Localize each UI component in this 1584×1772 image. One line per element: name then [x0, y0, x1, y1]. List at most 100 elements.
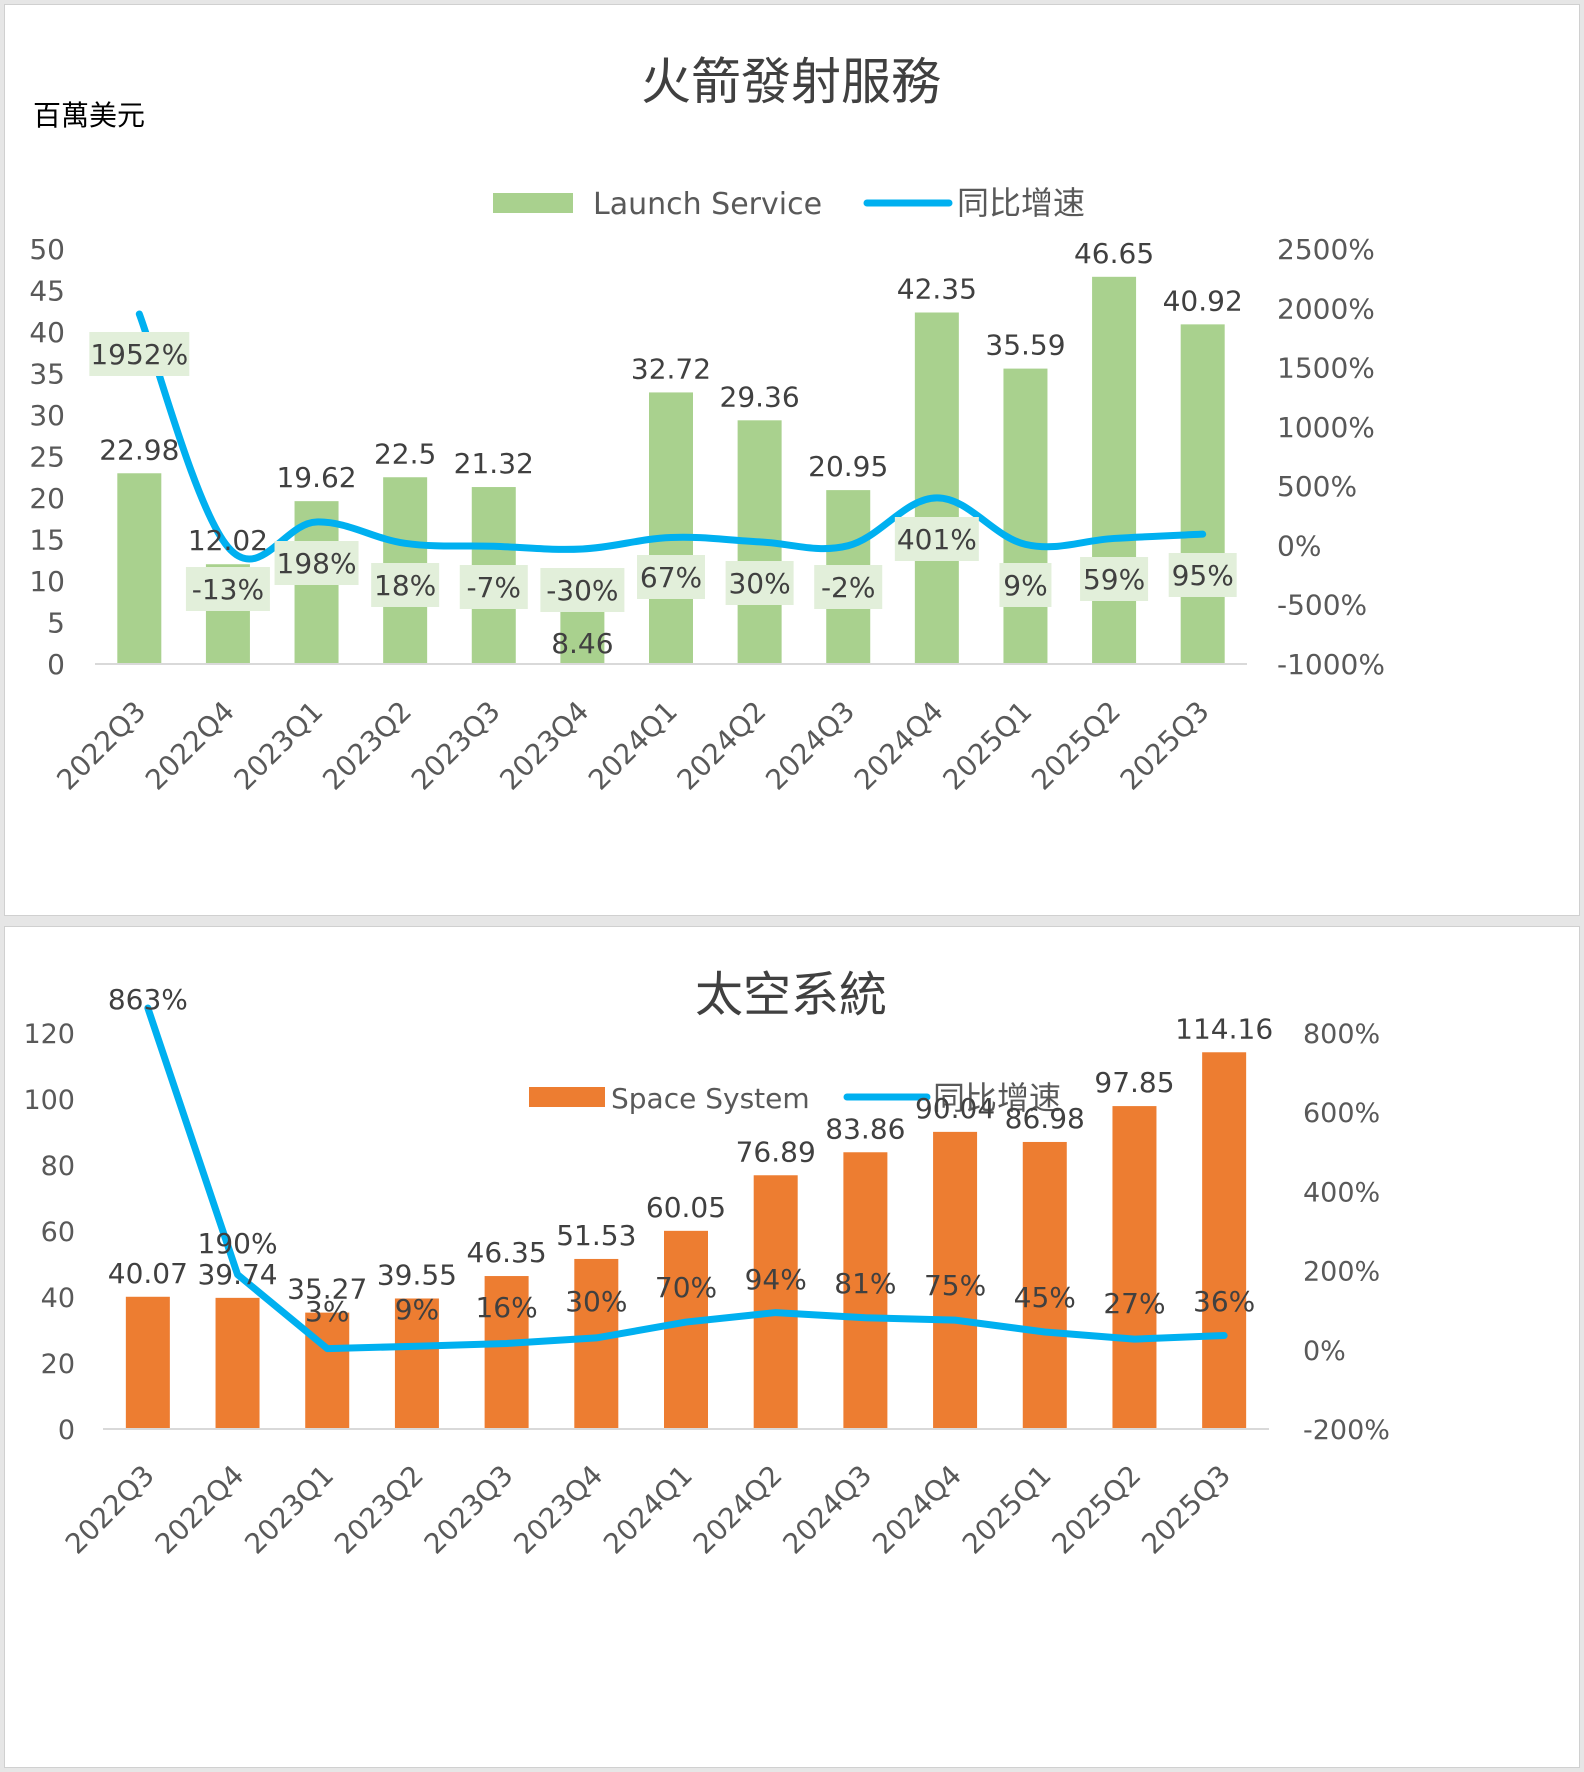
space-system-chart-panel: 太空系統 Space System 同比增速 0 20 40 60 80 100 120 -… [4, 926, 1580, 1768]
growth-label: 30% [728, 567, 790, 600]
y-tick-label: 100 [23, 1085, 75, 1116]
y2-tick-label: -200% [1303, 1415, 1390, 1446]
growth-label: 3% [305, 1295, 349, 1328]
growth-label-bg [814, 565, 883, 609]
bar-value-label: 35.27 [287, 1273, 367, 1306]
y-tick-label: 30 [29, 399, 65, 432]
x-tick-label: 2023Q4 [507, 1459, 609, 1561]
growth-label: 198% [277, 547, 357, 580]
growth-label-bg [185, 567, 270, 611]
x-tick-label: 2024Q4 [866, 1459, 968, 1561]
y-tick-label: 40 [29, 316, 65, 349]
y-tick-label: 0 [58, 1415, 75, 1446]
y-tick-label: 20 [41, 1349, 75, 1380]
bar [484, 1276, 529, 1429]
growth-label: 27% [1103, 1287, 1165, 1320]
y-tick-label: 40 [41, 1283, 75, 1314]
y-tick-label: 5 [47, 607, 65, 640]
growth-label-bg [894, 517, 979, 561]
bar-value-label: 22.5 [374, 437, 436, 470]
bar [305, 1312, 350, 1429]
space-system-chart: 太空系統 Space System 同比增速 0 20 40 60 80 100 120 -… [23, 967, 1390, 1561]
x-tick-label: 2023Q2 [316, 695, 418, 797]
legend-bar-swatch [529, 1087, 605, 1107]
growth-label: 45% [1014, 1281, 1076, 1314]
y-tick-label: 15 [29, 524, 65, 557]
growth-label: -13% [192, 573, 264, 606]
x-tick-label: 2024Q2 [687, 1459, 789, 1561]
bar-value-label: 39.55 [377, 1258, 457, 1291]
x-tick-label: 2025Q3 [1135, 1459, 1237, 1561]
bar-value-label: 76.89 [736, 1135, 816, 1168]
growth-label: 190% [198, 1227, 278, 1260]
bar-value-label: 12.02 [188, 524, 268, 557]
y2-tick-label: 800% [1303, 1019, 1380, 1050]
growth-label: 59% [1083, 563, 1145, 596]
y2-tick-label: 1500% [1277, 352, 1375, 385]
y2-tick-label: -1000% [1277, 648, 1385, 681]
legend-bar-label: Space System [611, 1082, 810, 1115]
y-tick-label: 60 [41, 1217, 75, 1248]
growth-label: 9% [395, 1293, 439, 1326]
bar [843, 1152, 888, 1429]
bar-value-label: 19.62 [276, 461, 356, 494]
x-tick-label: 2022Q4 [149, 1459, 251, 1561]
x-tick-label: 2023Q1 [238, 1459, 340, 1561]
x-tick-label: 2023Q4 [493, 695, 595, 797]
x-tick-label: 2025Q3 [1114, 695, 1216, 797]
legend: Space System 同比增速 [529, 1079, 1061, 1117]
bar-value-label: 46.35 [467, 1236, 547, 1269]
bar [1202, 1052, 1247, 1429]
growth-label: 18% [374, 569, 436, 602]
legend-bar-label: Launch Service [593, 187, 822, 222]
chart-title: 火箭發射服務 [641, 53, 941, 111]
x-tick-label: 2024Q4 [848, 695, 950, 797]
growth-label: 401% [897, 523, 977, 556]
y2-tick-label: 600% [1303, 1098, 1380, 1129]
bar [1003, 368, 1048, 664]
x-tick-label: 2023Q3 [405, 695, 507, 797]
y-axis-right: -200% 0% 200% 400% 600% 800% [1303, 1019, 1390, 1446]
x-tick-label: 2025Q2 [1045, 1459, 1147, 1561]
bar-value-label: 39.74 [197, 1258, 277, 1291]
legend: Launch Service 同比增速 [493, 184, 1085, 222]
x-tick-label: 2022Q3 [50, 695, 152, 797]
growth-label-bg [1168, 553, 1237, 597]
y-tick-label: 80 [41, 1151, 75, 1182]
x-tick-label: 2023Q1 [228, 695, 330, 797]
y2-tick-label: 400% [1303, 1177, 1380, 1208]
y-tick-label: 45 [29, 275, 65, 308]
growth-label-bg [999, 563, 1052, 607]
bar-value-label: 40.92 [1163, 284, 1243, 317]
growth-label: -2% [821, 571, 876, 604]
y-tick-label: 120 [23, 1019, 75, 1050]
growth-label: 67% [640, 561, 702, 594]
bar [125, 1296, 170, 1429]
growth-label: 863% [108, 983, 188, 1016]
growth-labels: 1952% -13% 198% 18% -7% -30% 67% 30% -2% 401% 9% 59… [89, 332, 1237, 612]
bar-value-label: 86.98 [1005, 1102, 1085, 1135]
bar-value-label: 83.86 [825, 1112, 905, 1145]
bar-value-label: 97.85 [1094, 1066, 1174, 1099]
growth-label: 16% [475, 1291, 537, 1324]
bar-value-label: 32.72 [631, 352, 711, 385]
growth-label: 95% [1172, 559, 1234, 592]
bar-value-label: 46.65 [1074, 237, 1154, 270]
x-tick-label: 2025Q1 [936, 695, 1038, 797]
y2-tick-label: 2000% [1277, 292, 1375, 325]
x-tick-label: 2023Q3 [418, 1459, 520, 1561]
bar [649, 392, 693, 664]
bar [1092, 276, 1137, 664]
growth-label: -30% [546, 574, 618, 607]
y2-tick-label: 0% [1277, 529, 1321, 562]
bar [933, 1131, 978, 1429]
growth-label-bg [274, 541, 359, 585]
x-axis-labels: 2022Q32022Q42023Q12023Q22023Q32023Q42024… [50, 695, 1215, 797]
y2-tick-label: 500% [1277, 470, 1357, 503]
growth-label-bg [540, 568, 625, 612]
y-tick-label: 10 [29, 565, 65, 598]
x-tick-label: 2024Q3 [776, 1459, 878, 1561]
chart-title: 太空系統 [695, 967, 887, 1023]
growth-label: 94% [745, 1263, 807, 1296]
